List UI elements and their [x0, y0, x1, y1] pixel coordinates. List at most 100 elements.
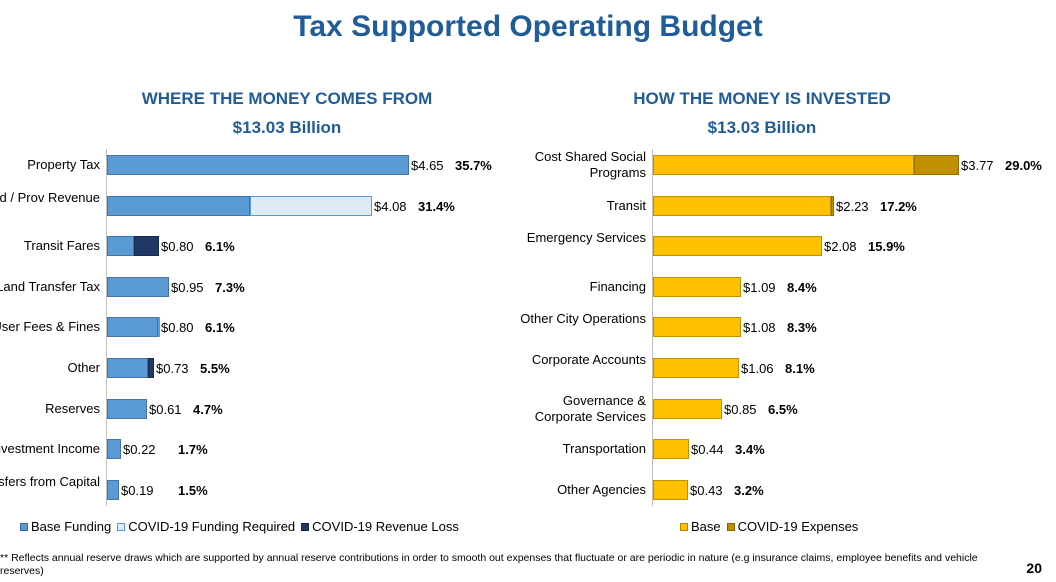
- bar-covid-19-revenue-loss-other: [148, 358, 154, 378]
- right-chart-title: HOW THE MONEY IS INVESTED: [633, 89, 891, 108]
- legend-item-base: Base: [680, 519, 721, 534]
- percent-label-corporate-accounts: 8.1%: [785, 361, 815, 376]
- bar-base-funding-investment-income: [107, 439, 121, 460]
- legend-swatch-base: [680, 522, 688, 531]
- value-label-cost-shared-social-programs: $3.77: [961, 158, 994, 173]
- bar-covid-19-funding-required-user-fees-fines: [158, 317, 160, 338]
- value-label-land-transfer-tax: $0.95: [171, 279, 204, 295]
- left-chart-subtitle: $13.03 Billion: [232, 118, 342, 137]
- legend-label-covid-19-funding-required: COVID-19 Funding Required: [128, 519, 296, 534]
- value-label-financing: $1.09: [743, 279, 776, 295]
- category-label-transportation: Transportation: [562, 441, 646, 457]
- value-label-user-fees-fines: $0.80: [161, 320, 194, 336]
- value-label-fed-prov-revenue: $4.08: [374, 198, 407, 214]
- category-label-other: Other: [67, 360, 100, 375]
- bar-base-corporate-accounts: [653, 358, 739, 378]
- percent-label-transportation: 3.4%: [735, 442, 765, 458]
- value-label-corporate-accounts: $1.06: [741, 361, 774, 376]
- legend-swatch-covid-19-funding-required: [117, 522, 126, 531]
- bar-base-funding-property-tax: [107, 155, 409, 175]
- percent-label-fed-prov-revenue: 31.4%: [418, 198, 455, 214]
- page-number: 20: [1026, 560, 1042, 576]
- percent-label-governance-corporate-services: 6.5%: [768, 401, 798, 417]
- bar-base-funding-user-fees-fines: [107, 317, 158, 338]
- value-label-emergency-services: $2.08: [824, 239, 857, 255]
- bar-base-other-agencies: [653, 479, 688, 500]
- value-label-transfers-from-capital: $0.19: [121, 482, 154, 498]
- percent-label-property-tax: 35.7%: [455, 158, 492, 173]
- legend-item-covid-19-revenue-loss: COVID-19 Revenue Loss: [301, 519, 459, 534]
- category-label-transit-fares: Transit Fares: [23, 238, 100, 254]
- legend-item-covid-19-expenses: COVID-19 Expenses: [726, 519, 859, 534]
- category-label-other-agencies: Other Agencies: [557, 481, 646, 497]
- bar-base-emergency-services: [653, 236, 822, 257]
- bar-base-funding-fed-prov-revenue: [107, 195, 250, 216]
- left-chart-title: WHERE THE MONEY COMES FROM: [141, 89, 433, 108]
- percent-label-land-transfer-tax: 7.3%: [215, 279, 245, 295]
- legend-label-base: Base: [691, 519, 721, 534]
- value-label-other: $0.73: [156, 361, 189, 376]
- legend-swatch-base-funding: [20, 522, 28, 531]
- footnote: ** Reflects annual reserve draws which a…: [0, 552, 978, 577]
- category-label-emergency-services: Emergency Services: [526, 230, 646, 246]
- bar-base-other-city-operations: [653, 317, 741, 338]
- bar-base-governance-corporate-services: [653, 398, 722, 419]
- category-label-land-transfer-tax: Land Transfer Tax: [0, 278, 100, 294]
- category-label-other-city-operations: Other City Operations: [520, 311, 646, 327]
- right-chart-subtitle: $13.03 Billion: [707, 118, 817, 137]
- category-label-governance-corporate-services: Governance & Corporate Services: [534, 392, 646, 424]
- percent-label-cost-shared-social-programs: 29.0%: [1005, 158, 1042, 173]
- category-label-corporate-accounts: Corporate Accounts: [531, 352, 646, 367]
- percent-label-emergency-services: 15.9%: [868, 239, 905, 255]
- bar-covid-19-funding-required-fed-prov-revenue: [250, 195, 372, 216]
- legend-item-base-funding: Base Funding: [20, 519, 111, 534]
- category-label-transfers-from-capital: Transfers from Capital: [0, 473, 100, 489]
- percent-label-other: 5.5%: [200, 361, 230, 376]
- value-label-other-city-operations: $1.08: [743, 320, 776, 336]
- y-axis-line: [652, 149, 653, 506]
- bar-base-funding-other: [107, 358, 148, 378]
- category-label-user-fees-fines: User Fees & Fines: [0, 319, 100, 335]
- percent-label-financing: 8.4%: [787, 279, 817, 295]
- category-label-financing: Financing: [589, 278, 646, 294]
- bar-base-financing: [653, 276, 741, 297]
- bar-base-cost-shared-social-programs: [653, 155, 914, 175]
- bar-covid-19-expenses-transit: [831, 195, 834, 216]
- percent-label-other-city-operations: 8.3%: [787, 320, 817, 336]
- percent-label-reserves: 4.7%: [193, 401, 223, 417]
- bar-base-funding-transit-fares: [107, 236, 134, 257]
- value-label-transit: $2.23: [836, 198, 869, 214]
- category-label-fed-prov-revenue: Fed / Prov Revenue: [0, 189, 100, 205]
- bar-covid-19-expenses-cost-shared-social-programs: [914, 155, 959, 175]
- percent-label-investment-income: 1.7%: [178, 442, 208, 458]
- legend-swatch-covid-19-expenses: [726, 522, 735, 531]
- y-axis-line: [106, 149, 107, 506]
- legend-label-covid-19-revenue-loss: COVID-19 Revenue Loss: [312, 519, 459, 534]
- legend-item-covid-19-funding-required: COVID-19 Funding Required: [117, 519, 295, 534]
- percent-label-transfers-from-capital: 1.5%: [178, 482, 208, 498]
- bar-base-funding-transfers-from-capital: [107, 479, 119, 500]
- page-title: Tax Supported Operating Budget: [293, 10, 763, 43]
- value-label-transit-fares: $0.80: [161, 239, 194, 255]
- legend-label-covid-19-expenses: COVID-19 Expenses: [737, 519, 859, 534]
- bar-base-funding-land-transfer-tax: [107, 276, 169, 297]
- legend-label-base-funding: Base Funding: [31, 519, 112, 534]
- left-legend: Base Funding COVID-19 Funding Required COV…: [20, 519, 465, 534]
- percent-label-user-fees-fines: 6.1%: [205, 320, 235, 336]
- value-label-transportation: $0.44: [691, 442, 724, 458]
- category-label-cost-shared-social-programs: Cost Shared Social Programs: [534, 149, 646, 180]
- bar-covid-19-revenue-loss-transit-fares: [134, 236, 159, 257]
- bar-base-funding-reserves: [107, 398, 147, 419]
- value-label-property-tax: $4.65: [411, 158, 444, 173]
- legend-swatch-covid-19-revenue-loss: [301, 522, 310, 531]
- value-label-reserves: $0.61: [149, 401, 182, 417]
- bar-base-transportation: [653, 439, 689, 460]
- category-label-reserves: Reserves: [45, 400, 100, 416]
- percent-label-other-agencies: 3.2%: [734, 482, 764, 498]
- right-legend: Base COVID-19 Expenses: [680, 519, 864, 534]
- percent-label-transit: 17.2%: [880, 198, 917, 214]
- percent-label-transit-fares: 6.1%: [205, 239, 235, 255]
- value-label-other-agencies: $0.43: [690, 482, 723, 498]
- value-label-investment-income: $0.22: [123, 442, 156, 458]
- category-label-transit: Transit: [606, 197, 646, 213]
